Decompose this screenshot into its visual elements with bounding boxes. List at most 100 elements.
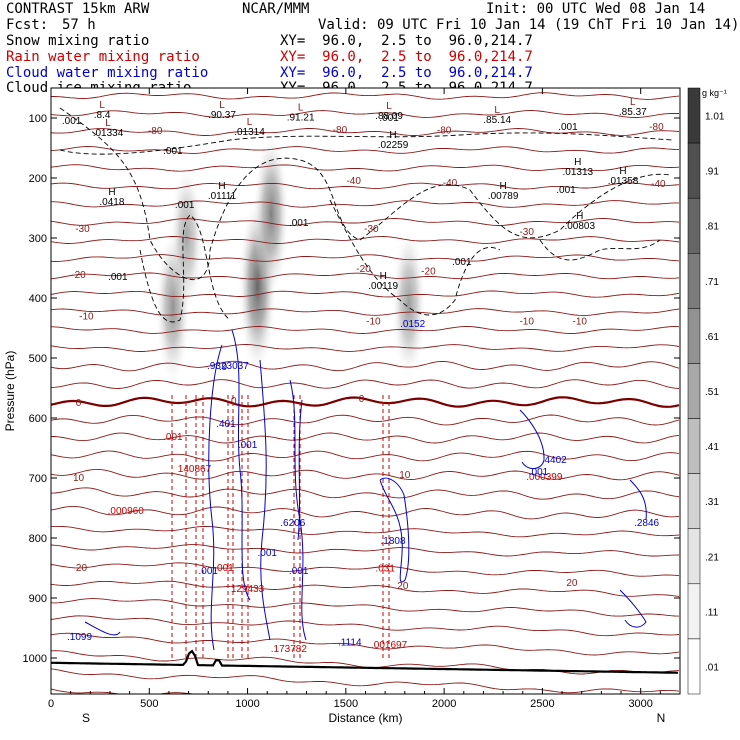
temperature-label-6: -40 — [651, 179, 666, 190]
rain-label-4: 129433 — [231, 584, 265, 595]
snow-label-6: .001 — [558, 122, 578, 133]
snow-extremum-kind-15: H — [380, 271, 387, 282]
snow-extremum-value-7: .01314 — [234, 127, 265, 138]
temperature-contour-32 — [51, 668, 680, 694]
snow-extremum-kind-6: L — [105, 118, 111, 129]
snow-extremum-kind-13: H — [108, 187, 115, 198]
temperature-contour-17 — [51, 396, 680, 408]
colorbar-segment-2 — [687, 197, 701, 254]
temperature-contour-15 — [51, 360, 680, 372]
temperature-label-11: -20 — [356, 264, 371, 275]
temperature-label-13: -10 — [79, 312, 94, 323]
snow-extremum-value-3: .88.09 — [375, 111, 403, 122]
temperature-label-10: -20 — [71, 270, 86, 281]
temperature-label-7: -30 — [75, 224, 90, 235]
x-tick-label-3: 1500 — [334, 698, 358, 710]
rain-label-6: .173782 — [271, 644, 308, 655]
y-tick-label-9: 1000 — [23, 653, 47, 665]
cloud-water-contour-4 — [519, 409, 545, 469]
snow-extremum-kind-12: H — [576, 211, 583, 222]
cloud-label-2: .401 — [216, 419, 236, 430]
snow-label-5: .001 — [452, 257, 472, 268]
temperature-label-8: -30 — [364, 224, 379, 235]
colorbar-segment-0 — [687, 87, 701, 144]
axes: 0 500 1000 1500 2000 2500 30001002003004005006… — [3, 88, 681, 725]
temperature-contour-24 — [51, 525, 680, 538]
cloud-label-13: .1099 — [67, 632, 92, 643]
terrain-surface — [51, 649, 679, 674]
snow-label-4: .001 — [289, 218, 309, 229]
snow-extremum-kind-5: L — [630, 97, 636, 108]
x-tick-label-4: 2000 — [432, 698, 456, 710]
cloud-label-0: .9 — [219, 362, 228, 373]
y-tick-label-3: 400 — [29, 293, 47, 305]
temperature-contour-5 — [51, 182, 680, 190]
snow-label-3: .001 — [175, 200, 195, 211]
cloud-water-contour-0 — [208, 329, 251, 651]
temperature-contour-9 — [51, 254, 680, 262]
temperature-contour-22 — [51, 487, 680, 500]
rain-label-1: .001 — [214, 563, 234, 574]
snow-extremum-kind-11: H — [499, 181, 506, 192]
temperature-contour-2 — [51, 128, 680, 136]
plot-area — [51, 88, 680, 694]
snow-label-2: .001 — [108, 272, 128, 283]
temperature-contour-29 — [51, 615, 680, 637]
snow-extremum-value-12: .00803 — [564, 221, 595, 232]
snow-label-1: .001 — [163, 146, 183, 157]
rain-label-7: .001697 — [371, 640, 408, 651]
temperature-contour-1 — [51, 110, 680, 118]
snow-extremum-kind-14: H — [218, 181, 225, 192]
temperature-label-20: 10 — [73, 473, 85, 484]
temperature-contour-8 — [51, 236, 680, 244]
legend-snow: Snow mixing ratio — [6, 33, 150, 49]
snow-extremum-value-4: .85.14 — [483, 115, 511, 126]
temperature-contour-7 — [51, 218, 680, 226]
snow-extremum-kind-4: L — [494, 105, 500, 116]
x-tick-label-2: 1000 — [235, 698, 259, 710]
colorbar-segment-5 — [687, 363, 701, 419]
temperature-label-0: -80 — [148, 126, 163, 137]
snow-extremum-value-14: .01111 — [208, 191, 237, 202]
colorbar-label-4: .61 — [705, 332, 719, 343]
snow-contour-4 — [59, 132, 673, 155]
snow-contours — [59, 107, 673, 323]
snow-extremum-value-0: .8.4 — [94, 110, 111, 121]
init-time: Init: 00 UTC Wed 08 Jan 14 — [486, 1, 706, 17]
cloud-ice-shading — [155, 131, 427, 386]
temperature-contour-11 — [51, 290, 680, 298]
temperature-contour-6 — [51, 200, 679, 208]
temperature-contour-19 — [51, 432, 680, 444]
cloud-water-contour-2 — [289, 379, 307, 641]
colorbar-segment-6 — [687, 418, 701, 474]
colorbar-label-1: .91 — [705, 167, 719, 178]
valid-time: Valid: 09 UTC Fri 10 Jan 14 (19 ChT Fri … — [318, 17, 740, 33]
cloud-water-contour-5 — [629, 479, 647, 521]
temperature-label-12: -20 — [421, 267, 436, 278]
cloud-label-14: .1114 — [338, 637, 362, 648]
temperature-label-5: -40 — [443, 178, 458, 189]
temperature-label-22: 20 — [76, 563, 88, 574]
colorbar-label-8: .21 — [705, 552, 719, 563]
snow-extremum-value-5: .85.37 — [619, 107, 647, 118]
snow-extremum-value-10: .01358 — [608, 176, 639, 187]
colorbar-label-0: 1.01 — [705, 112, 725, 123]
y-tick-label-4: 500 — [29, 353, 47, 365]
y-tick-label-1: 200 — [29, 173, 47, 185]
cloud-label-12: .2846 — [634, 518, 659, 529]
x-tick-label-1: 500 — [140, 698, 158, 710]
temperature-contour-25 — [51, 544, 680, 557]
snow-extremum-value-2: .91.21 — [287, 112, 315, 123]
colorbar-segment-4 — [687, 308, 701, 364]
temperature-contour-30 — [51, 632, 680, 656]
temperature-contour-0 — [51, 92, 680, 100]
temperature-contour-21 — [51, 468, 680, 481]
legend-cloud-xy: XY= 96.0, 2.5 to 96.0,214.7 — [280, 65, 533, 81]
colorbar-segment-10 — [687, 638, 701, 695]
fcst-value: 57 h — [62, 17, 96, 33]
cloud-label-6: .001 — [199, 566, 219, 577]
cloud-label-1: .9323037 — [207, 361, 249, 372]
y-tick-label-7: 800 — [29, 533, 47, 545]
y-tick-label-0: 100 — [29, 113, 47, 125]
colorbar-segment-3 — [687, 253, 701, 309]
